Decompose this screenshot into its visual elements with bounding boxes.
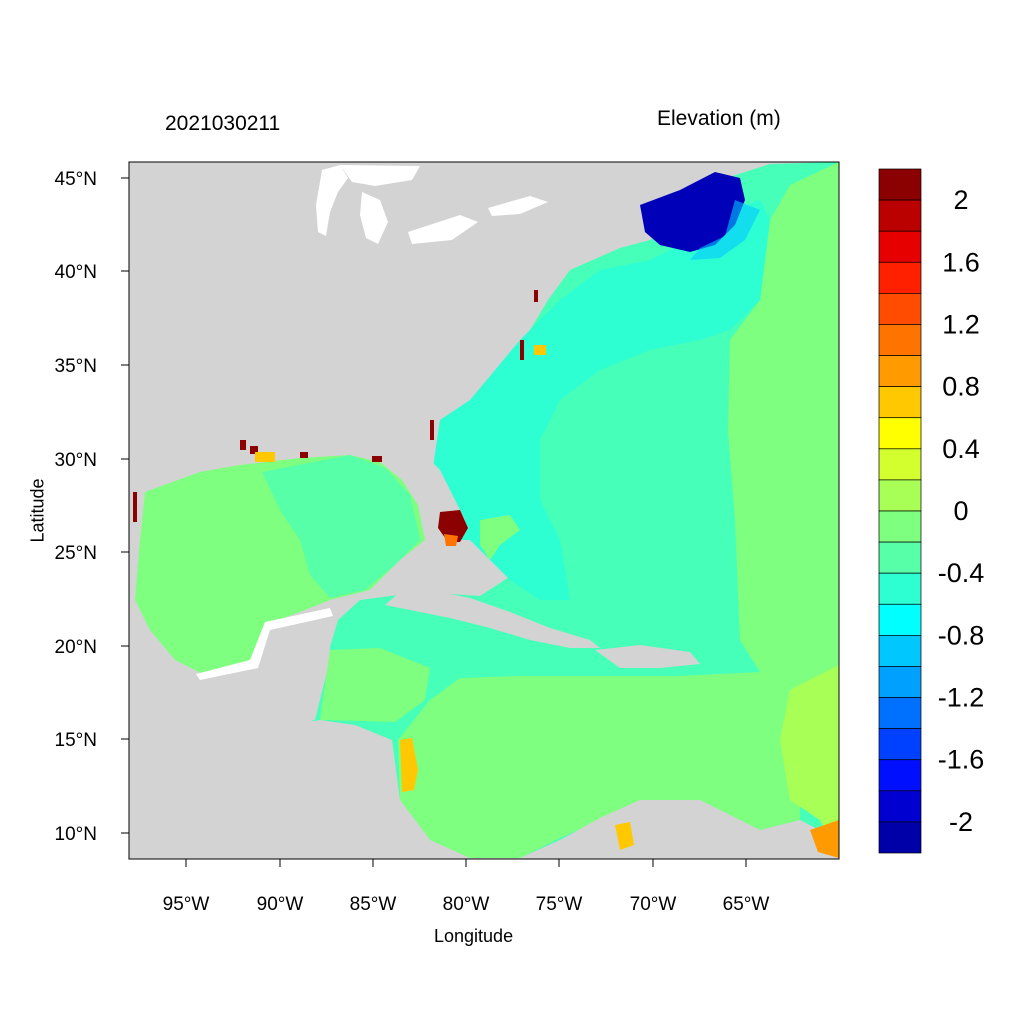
x-tick-label: 75°W	[536, 894, 583, 915]
colorbar-swatch	[878, 448, 922, 481]
x-tick-label: 85°W	[350, 894, 397, 915]
atlantic-eastern-band	[728, 162, 839, 700]
y-axis-ticks: 45°N 40°N 35°N 30°N 25°N 20°N 15°N 10°N	[55, 169, 129, 845]
gulf-of-maine-low	[640, 172, 745, 252]
y-tick-label: 40°N	[55, 262, 97, 283]
colorbar	[878, 168, 922, 854]
maracaibo-lake	[615, 822, 634, 850]
colorbar-swatch	[878, 355, 922, 387]
map-timestamp-title: 2021030211	[165, 112, 281, 135]
plot-frame	[128, 161, 840, 860]
colorbar-swatch	[878, 572, 922, 605]
colorbar-label: -1.2	[938, 683, 985, 713]
great-lakes	[316, 165, 548, 244]
x-tick-label: 70°W	[630, 894, 677, 915]
colorbar-label: 0.8	[942, 372, 980, 402]
colorbar-swatch	[878, 293, 922, 325]
y-tick-label: 35°N	[55, 356, 97, 377]
y-tick-label: 30°N	[55, 450, 97, 471]
nicaragua-coast-yellow	[400, 738, 418, 792]
colorbar-swatch	[878, 759, 922, 792]
colorbar-label: 0	[953, 496, 968, 526]
gulf-campeche-shelf	[196, 608, 333, 680]
x-tick-label: 95°W	[163, 894, 210, 915]
bahamas-shallows	[480, 515, 520, 560]
colorbar-labels: 2 1.6 1.2 0.8 0.4 0 -0.4 -0.8 -1.2 -1.6 -2	[938, 185, 985, 837]
cuba	[385, 590, 600, 648]
colorbar-swatch	[878, 479, 922, 512]
colorbar-swatch	[878, 790, 922, 823]
central-america	[129, 720, 470, 858]
y-tick-label: 25°N	[55, 543, 97, 564]
colorbar-label: 1.2	[942, 310, 980, 340]
gulf-coast-surge	[133, 290, 538, 522]
x-axis-label: Longitude	[434, 926, 514, 946]
x-tick-label: 65°W	[723, 894, 770, 915]
colorbar-label: -1.6	[938, 745, 985, 775]
colorbar-label: -0.8	[938, 620, 985, 650]
colorbar-swatch	[878, 635, 922, 667]
colorbar-swatch	[878, 199, 922, 232]
colorbar-swatch	[878, 728, 922, 761]
hispaniola	[595, 645, 700, 668]
y-tick-label: 10°N	[55, 824, 97, 845]
colorbar-label: 0.4	[942, 434, 980, 464]
x-tick-label: 90°W	[257, 894, 304, 915]
map-variable-title: Elevation (m)	[657, 107, 781, 130]
western-caribbean	[320, 648, 430, 722]
colorbar-swatch	[878, 821, 922, 854]
orinoco-orange	[810, 820, 839, 858]
colorbar-label: -2	[949, 807, 973, 837]
colorbar-swatch	[878, 168, 922, 201]
x-tick-label: 80°W	[443, 894, 490, 915]
gulf-central-band	[262, 455, 420, 598]
atlantic-interior	[430, 200, 770, 600]
colorbar-swatch	[878, 697, 922, 729]
gulf-coast-yellow	[255, 345, 546, 462]
colorbar-swatch	[878, 230, 922, 263]
colorbar-swatch	[878, 541, 922, 574]
x-axis-ticks: 95°W 90°W 85°W 80°W 75°W 70°W 65°W	[163, 859, 770, 915]
colorbar-swatch	[878, 386, 922, 419]
south-florida-orange	[444, 534, 458, 546]
colorbar-label: 1.6	[942, 247, 980, 277]
colorbar-swatch	[878, 417, 922, 450]
colorbar-swatch	[878, 261, 922, 294]
caribbean-south-basin	[398, 672, 800, 858]
yucatan-peninsula	[205, 610, 330, 720]
y-tick-label: 45°N	[55, 169, 97, 190]
south-america	[520, 800, 839, 858]
atlantic-se-yellowgreen	[780, 665, 839, 858]
y-tick-label: 20°N	[55, 637, 97, 658]
south-florida-surge	[438, 510, 468, 542]
gulf-of-maine-edge	[690, 200, 760, 260]
colorbar-swatch	[878, 324, 922, 356]
colorbar-label: 2	[953, 185, 968, 215]
colorbar-label: -0.4	[938, 558, 985, 588]
y-axis-label: Latitude	[27, 478, 48, 543]
y-tick-label: 15°N	[55, 730, 97, 751]
colorbar-swatch	[878, 666, 922, 698]
colorbar-swatch	[878, 510, 922, 543]
colorbar-swatch	[878, 603, 922, 636]
